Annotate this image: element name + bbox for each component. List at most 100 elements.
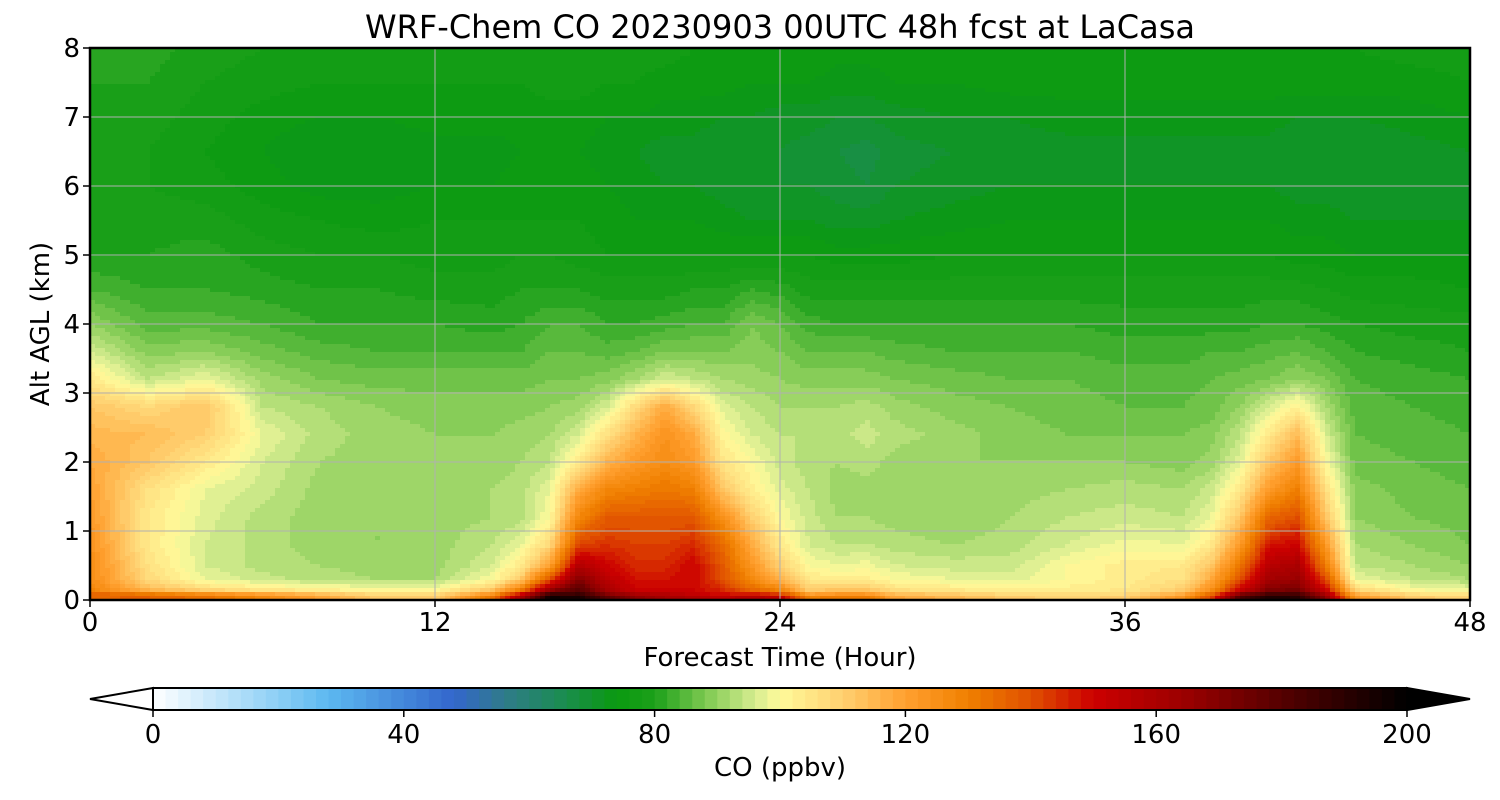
- contour-cell: [1280, 60, 1286, 65]
- contour-cell: [265, 60, 271, 65]
- contour-cell: [465, 68, 471, 73]
- contour-cell: [925, 60, 931, 65]
- contour-cell: [975, 64, 981, 69]
- contour-cell: [420, 52, 426, 57]
- contour-cell: [1345, 56, 1351, 61]
- contour-cell: [300, 68, 306, 73]
- contour-cell: [270, 60, 276, 65]
- contour-cell: [1015, 64, 1021, 69]
- contour-cell: [380, 68, 386, 73]
- contour-cell: [1075, 64, 1081, 69]
- contour-cell: [805, 52, 811, 57]
- contour-cell: [480, 60, 486, 65]
- contour-cell: [730, 56, 736, 61]
- contour-cell: [345, 60, 351, 65]
- contour-cell: [1455, 56, 1461, 61]
- contour-cell: [1250, 52, 1256, 57]
- contour-cell: [1315, 60, 1321, 65]
- contour-cell: [210, 60, 216, 65]
- contour-cell: [915, 64, 921, 69]
- contour-cell: [1265, 56, 1271, 61]
- contour-cell: [1230, 64, 1236, 69]
- contour-cell: [335, 68, 341, 73]
- contour-cell: [370, 68, 376, 73]
- contour-cell: [1400, 52, 1406, 57]
- contour-cell: [1385, 60, 1391, 65]
- contour-cell: [810, 64, 816, 69]
- contour-cell: [660, 56, 666, 61]
- contour-cell: [815, 60, 821, 65]
- contour-cell: [1445, 52, 1451, 57]
- contour-cell: [260, 60, 266, 65]
- contour-cell: [1355, 56, 1361, 61]
- contour-cell: [105, 60, 111, 65]
- contour-cell: [1235, 52, 1241, 57]
- contour-cell: [215, 68, 221, 73]
- contour-cell: [665, 64, 671, 69]
- contour-cell: [1110, 56, 1116, 61]
- contour-cell: [1075, 56, 1081, 61]
- contour-cell: [1050, 60, 1056, 65]
- contour-cell: [475, 60, 481, 65]
- contour-cell: [490, 56, 496, 61]
- contour-cell: [340, 52, 346, 57]
- contour-cell: [745, 60, 751, 65]
- contour-cell: [375, 56, 381, 61]
- contour-cell: [635, 60, 641, 65]
- contour-cell: [860, 56, 866, 61]
- contour-cell: [630, 52, 636, 57]
- contour-cell: [1230, 56, 1236, 61]
- contour-cell: [800, 52, 806, 57]
- contour-cell: [165, 60, 171, 65]
- contour-cell: [250, 52, 256, 57]
- contour-cell: [375, 64, 381, 69]
- contour-cell: [1335, 64, 1341, 69]
- contour-cell: [1245, 60, 1251, 65]
- contour-cell: [1285, 60, 1291, 65]
- contour-cell: [405, 68, 411, 73]
- contour-cell: [765, 64, 771, 69]
- contour-cell: [1390, 52, 1396, 57]
- contour-cell: [100, 64, 106, 69]
- contour-cell: [580, 64, 586, 69]
- contour-cell: [700, 52, 706, 57]
- contour-cell: [270, 56, 276, 61]
- contour-cell: [525, 56, 531, 61]
- contour-cell: [1225, 56, 1231, 61]
- contour-cell: [105, 52, 111, 57]
- contour-cell: [265, 64, 271, 69]
- contour-cell: [1050, 56, 1056, 61]
- contour-cell: [1270, 56, 1276, 61]
- contour-cell: [505, 56, 511, 61]
- contour-cell: [1290, 52, 1296, 57]
- contour-cell: [940, 52, 946, 57]
- contour-cell: [940, 64, 946, 69]
- contour-cell: [1000, 52, 1006, 57]
- contour-cell: [980, 60, 986, 65]
- contour-cell: [195, 64, 201, 69]
- contour-cell: [1360, 56, 1366, 61]
- contour-cell: [350, 64, 356, 69]
- contour-cell: [540, 68, 546, 73]
- contour-cell: [980, 64, 986, 69]
- contour-cell: [450, 68, 456, 73]
- contour-cell: [630, 56, 636, 61]
- contour-cell: [95, 64, 101, 69]
- contour-cell: [1080, 52, 1086, 57]
- contour-cell: [1400, 56, 1406, 61]
- contour-cell: [1180, 60, 1186, 65]
- contour-cell: [440, 68, 446, 73]
- contour-cell: [1420, 60, 1426, 65]
- contour-cell: [1070, 60, 1076, 65]
- contour-cell: [930, 56, 936, 61]
- contour-cell: [275, 68, 281, 73]
- contour-cell: [1095, 52, 1101, 57]
- contour-cell: [530, 68, 536, 73]
- contour-cell: [390, 68, 396, 73]
- contour-cell: [545, 56, 551, 61]
- contour-cell: [570, 52, 576, 57]
- contour-cell: [880, 56, 886, 61]
- contour-cell: [805, 60, 811, 65]
- contour-cell: [785, 64, 791, 69]
- contour-cell: [310, 68, 316, 73]
